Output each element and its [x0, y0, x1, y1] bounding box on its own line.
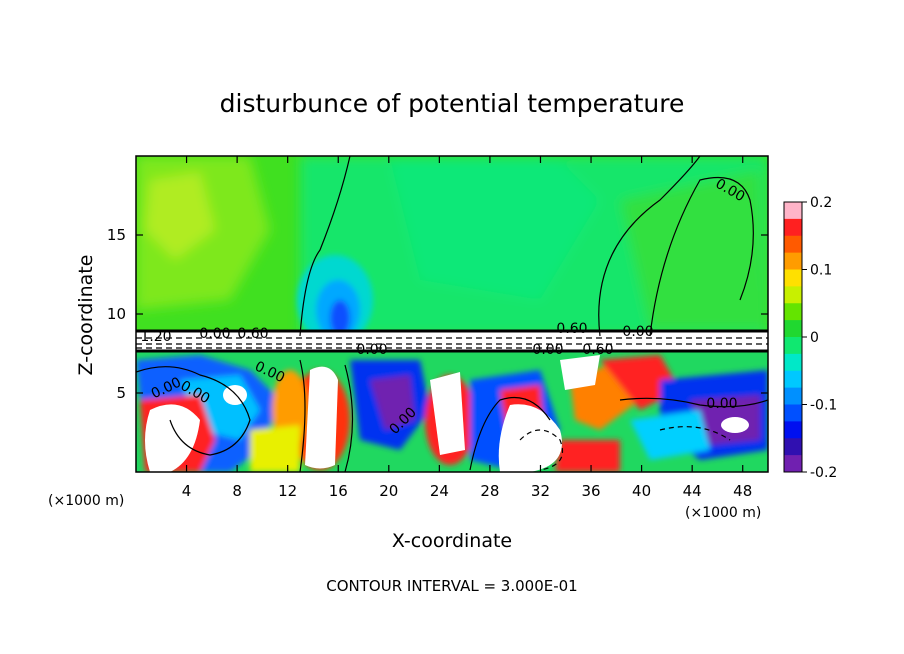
- colorbar-tick-label: 0.2: [810, 195, 832, 211]
- white-blob-7: [721, 417, 749, 433]
- y-axis: 5 10 15: [107, 226, 768, 402]
- y-tick-label: 15: [107, 226, 126, 244]
- field-zone-yellow-left: [145, 172, 215, 260]
- y-tick-label: 10: [107, 305, 126, 323]
- x-tick-label: 4: [182, 482, 192, 500]
- x-tick-label: 24: [430, 482, 449, 500]
- white-blob-4: [430, 372, 465, 455]
- colorbar-swatch: [784, 218, 802, 237]
- contour-label: 0.00: [356, 342, 387, 358]
- x-unit-label-right: (×1000 m): [685, 505, 761, 521]
- colorbar-swatch: [784, 202, 802, 220]
- plume-core: [330, 300, 350, 336]
- contour-zero-upper-a: [299, 156, 351, 337]
- x-tick-label: 20: [379, 482, 398, 500]
- colorbar-tick-label: -0.2: [810, 465, 837, 481]
- field-zone-green-right: [620, 170, 768, 330]
- colorbar-swatch: [784, 269, 802, 287]
- contour-label: 0.00: [199, 326, 230, 342]
- x-tick-label: 32: [531, 482, 550, 500]
- x-unit-label-left: (×1000 m): [48, 493, 124, 509]
- contour-zero-lower-c: [344, 364, 354, 472]
- x-tick-label: 12: [278, 482, 297, 500]
- contour-interval-note: CONTOUR INTERVAL = 3.000E-01: [326, 577, 577, 595]
- x-tick-label: 36: [581, 482, 600, 500]
- contour-label: 0.60: [582, 342, 613, 358]
- white-blob-1: [145, 404, 200, 472]
- x-tick-label: 44: [683, 482, 702, 500]
- contour-label: 1.20: [140, 329, 171, 345]
- x-tick-label: 48: [733, 482, 752, 500]
- lower-yellow-a: [250, 425, 300, 472]
- colorbar-swatch: [784, 252, 802, 270]
- white-blob-5: [498, 404, 562, 472]
- contour-label: 0.00: [622, 324, 653, 340]
- colorbar-labels: 0.2 0.1 0 -0.1 -0.2: [802, 195, 837, 481]
- colorbar-swatch: [784, 303, 802, 321]
- x-tick-label: 8: [232, 482, 242, 500]
- inversion-band: [136, 330, 768, 352]
- colorbar-swatch: [784, 337, 802, 355]
- lower-red-f: [555, 440, 620, 472]
- x-axis-label: X-coordinate: [392, 530, 512, 552]
- white-blob-3: [305, 366, 338, 469]
- x-axis: 4 8 12 16 20 24 28 32 36 40 44 48: [182, 156, 752, 500]
- contour-dashed-e: [659, 426, 731, 441]
- contour-zero-lower-e: [469, 396, 551, 471]
- white-blob-2: [223, 385, 247, 405]
- y-axis-label: Z-coordinate: [75, 255, 97, 376]
- colorbar-swatch: [784, 320, 802, 338]
- x-tick-label: 28: [480, 482, 499, 500]
- colorbar-swatch: [784, 404, 802, 422]
- colorbar-swatch: [784, 235, 802, 254]
- colorbar-swatch: [784, 455, 802, 473]
- contour-label: 0.00: [532, 342, 563, 358]
- colorbar-swatch: [784, 421, 802, 439]
- y-tick-label: 5: [116, 384, 126, 402]
- inversion-lines: [136, 329, 768, 353]
- white-blob-6: [560, 355, 600, 390]
- contour-zero-upper-b: [598, 156, 701, 337]
- field-zone-green-mid: [390, 160, 600, 300]
- chart-title: disturbunce of potential temperature: [220, 89, 685, 118]
- colorbar-tick-label: -0.1: [810, 398, 837, 414]
- colorbar-swatch: [784, 438, 802, 456]
- plot-field: [136, 156, 768, 472]
- colorbar-swatch: [784, 370, 802, 389]
- lower-purple-mid: [370, 375, 415, 430]
- contour-zero-lower-a: [136, 366, 251, 456]
- contour-zero-lower-b: [299, 359, 306, 472]
- colorbar-swatch: [784, 286, 802, 304]
- colorbar-tick-label: 0: [810, 330, 819, 346]
- contour-lines: [136, 156, 768, 472]
- colorbar-swatch: [784, 387, 802, 405]
- contour-label: 0.60: [237, 326, 268, 342]
- x-tick-label: 40: [632, 482, 651, 500]
- contour-label: 0.60: [556, 321, 587, 337]
- contour-dashed-d: [519, 429, 564, 471]
- colorbar-swatch: [784, 353, 802, 372]
- contour-label: 0.00: [706, 396, 737, 412]
- colorbar: [783, 201, 803, 473]
- contour-zero-lower-d: [619, 397, 768, 408]
- colorbar-tick-label: 0.1: [810, 263, 832, 279]
- x-tick-label: 16: [329, 482, 348, 500]
- lower-cyan-e: [630, 410, 710, 460]
- contour-zero-upper-c: [649, 176, 754, 337]
